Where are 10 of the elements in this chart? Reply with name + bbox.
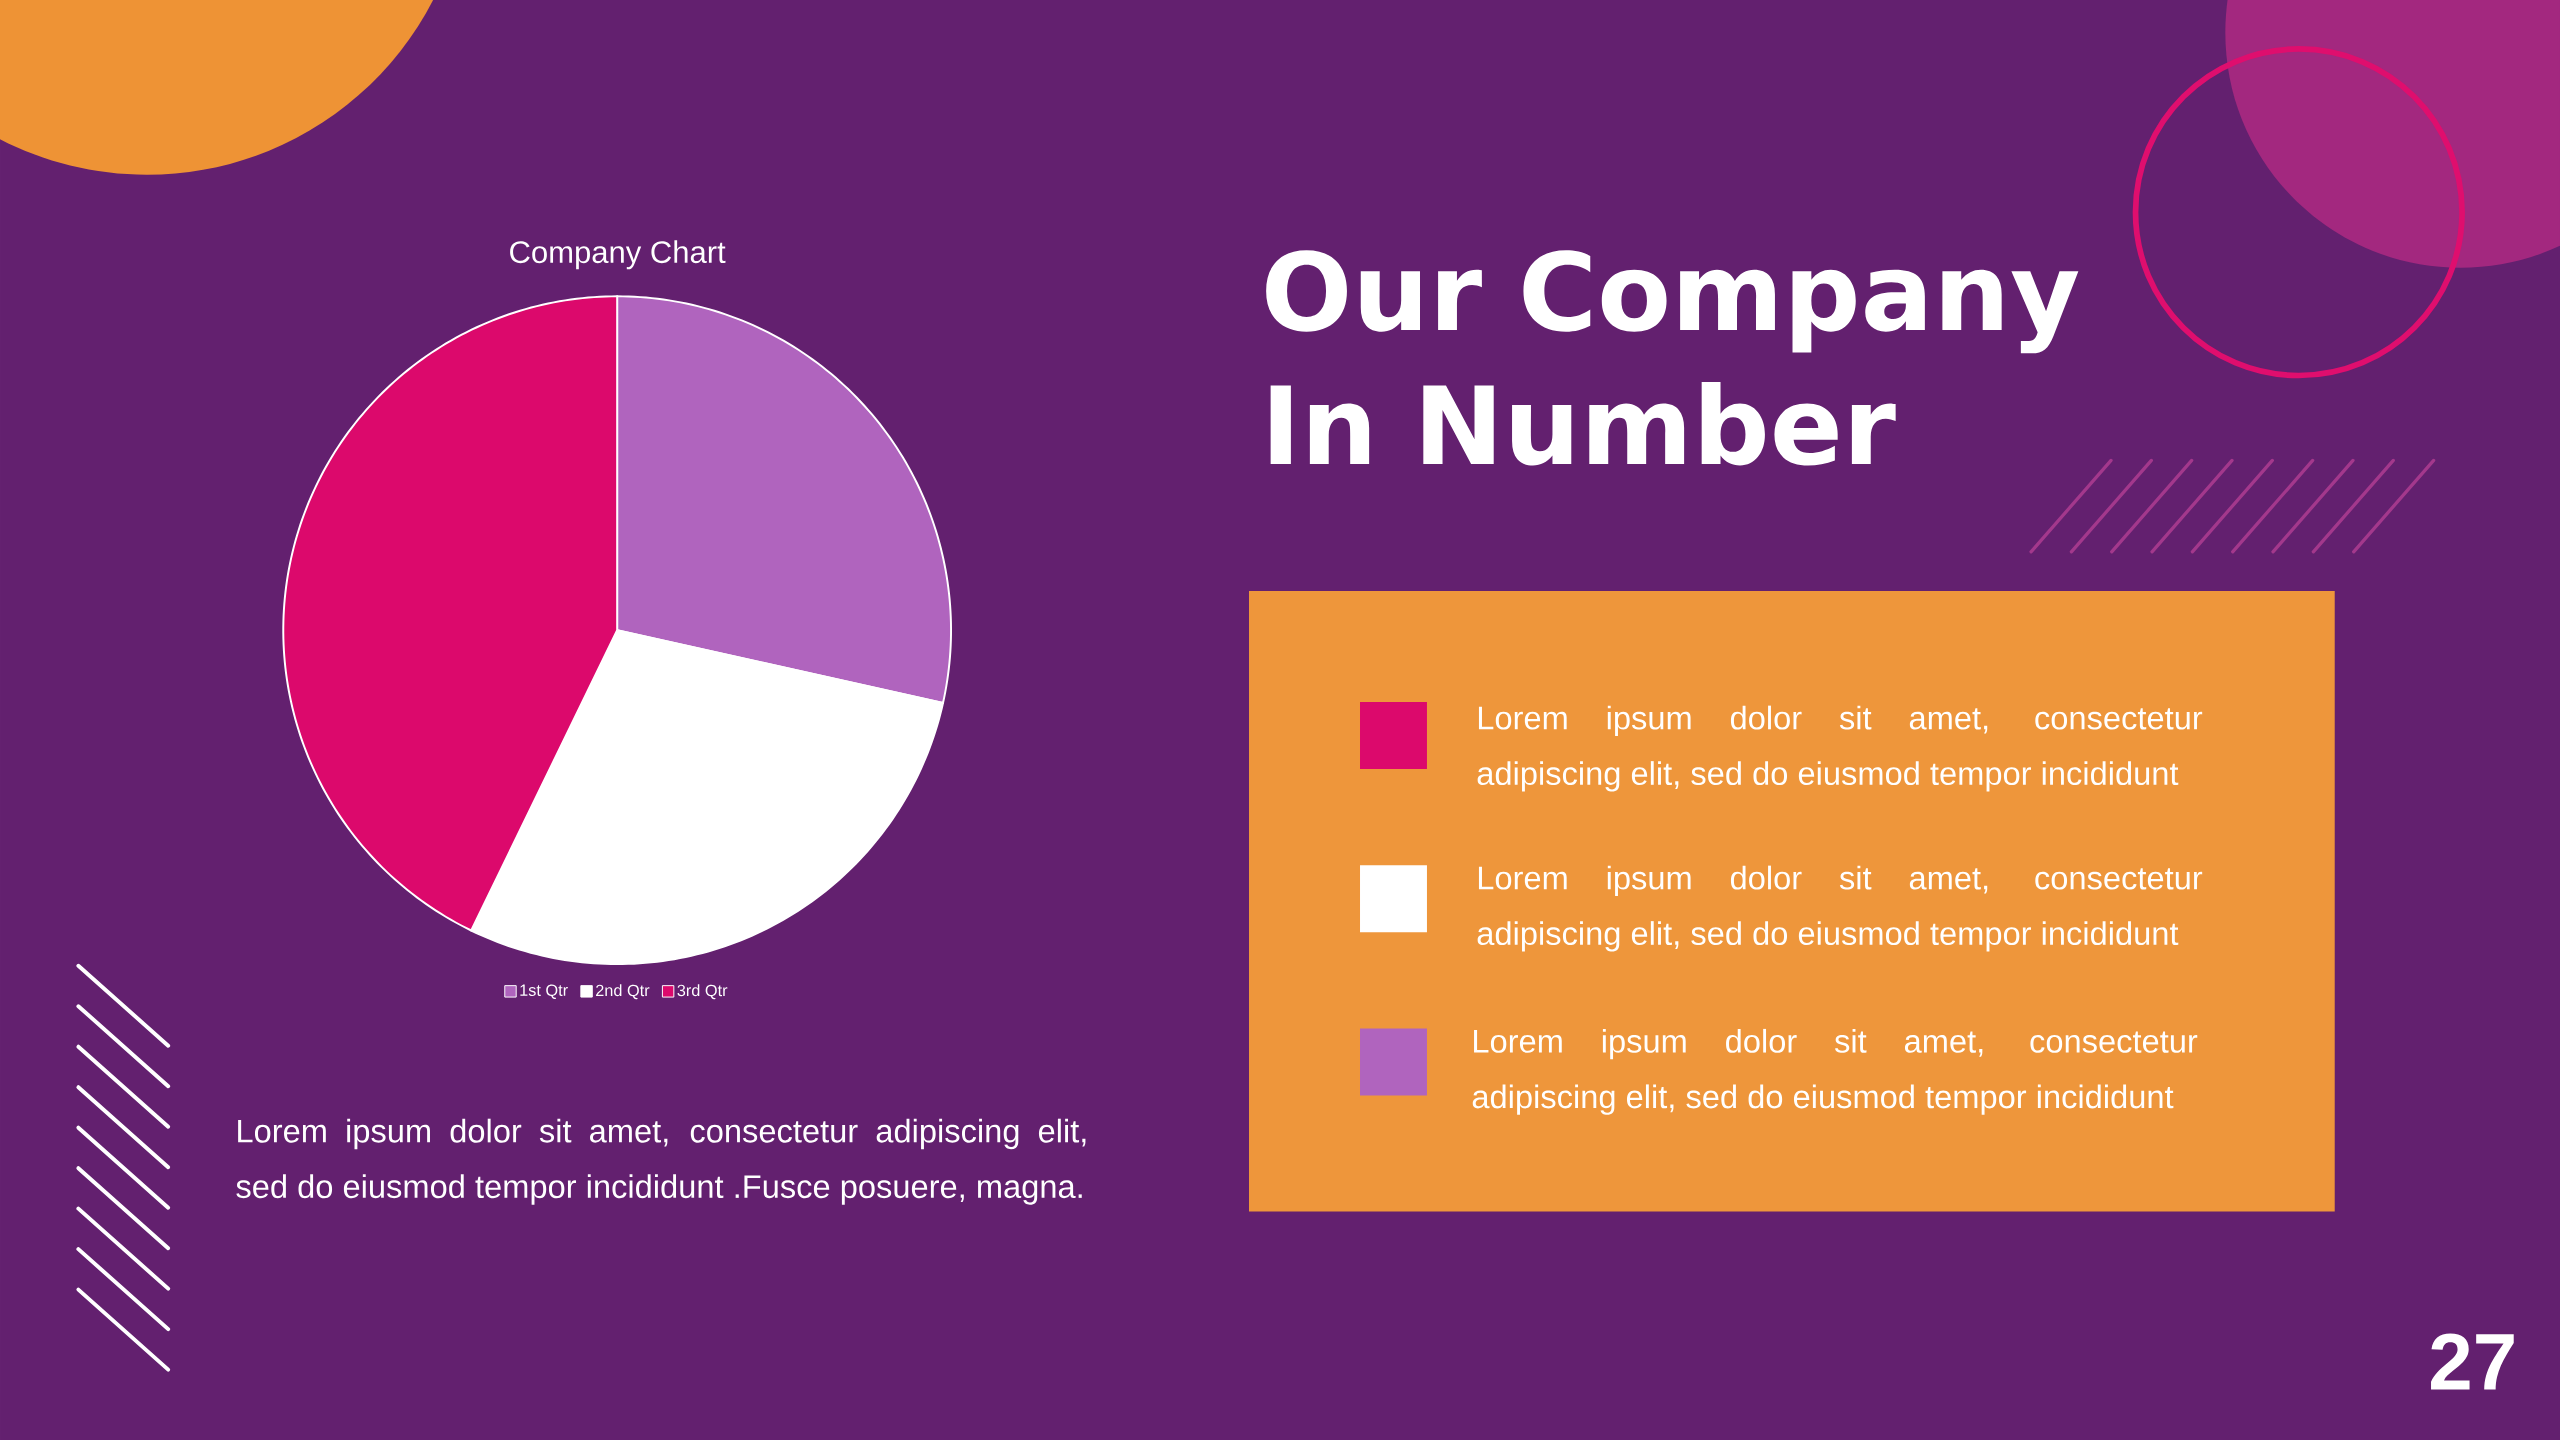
legend-label: 1st Qtr xyxy=(520,984,568,999)
text: 27 xyxy=(2431,1333,2514,1390)
text: Lorem ipsum dolor sit amet, consectetur adipiscing elit, sed do eiusmod tempor incididunt xyxy=(1472,1028,2198,1115)
text: Lorem ipsum dolor sit amet, consectetur adipiscing elit, sed do eiusmod tempor incididunt .Fusce posuere, magna. xyxy=(236,1118,1086,1205)
text: Lorem ipsum dolor sit amet, consectetur adipiscing elit, sed do eiusmod tempor incididunt xyxy=(1477,865,2203,952)
text: Lorem ipsum dolor sit amet, consectetur adipiscing elit, sed do eiusmod tempor incididunt xyxy=(1477,705,2203,792)
text: Our Company In Number xyxy=(1266,250,2079,466)
legend-label: 3rd Qtr xyxy=(677,984,728,1000)
chart-title: Company Chart xyxy=(510,240,726,270)
legend-label: 2nd Qtr xyxy=(596,984,650,1000)
